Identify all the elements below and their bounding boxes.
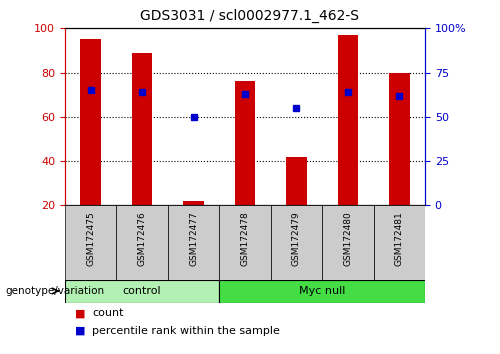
Bar	[184, 201, 204, 205]
Bar	[374, 205, 425, 280]
Bar	[168, 205, 220, 280]
Text: percentile rank within the sample: percentile rank within the sample	[92, 326, 280, 336]
Bar	[338, 35, 358, 205]
Text: ■: ■	[75, 326, 86, 336]
Bar	[132, 53, 152, 205]
Bar	[286, 156, 306, 205]
Text: GSM172479: GSM172479	[292, 211, 301, 266]
Text: GSM172478: GSM172478	[240, 211, 250, 266]
Bar	[80, 39, 101, 205]
Bar	[65, 280, 220, 303]
Bar	[389, 73, 409, 205]
Bar	[65, 205, 116, 280]
Bar	[234, 81, 256, 205]
Text: ■: ■	[75, 308, 86, 318]
Text: control: control	[123, 286, 162, 296]
Text: GSM172475: GSM172475	[86, 211, 95, 266]
Text: GSM172477: GSM172477	[189, 211, 198, 266]
Text: GSM172481: GSM172481	[395, 211, 404, 266]
Text: GSM172476: GSM172476	[138, 211, 146, 266]
Bar	[270, 205, 322, 280]
Bar	[220, 205, 270, 280]
Text: genotype/variation: genotype/variation	[5, 286, 104, 296]
Bar	[220, 280, 425, 303]
Text: GDS3031 / scl0002977.1_462-S: GDS3031 / scl0002977.1_462-S	[140, 9, 360, 23]
Bar	[116, 205, 168, 280]
Text: Myc null: Myc null	[299, 286, 346, 296]
Bar	[322, 205, 374, 280]
Text: GSM172480: GSM172480	[344, 211, 352, 266]
Text: count: count	[92, 308, 124, 318]
